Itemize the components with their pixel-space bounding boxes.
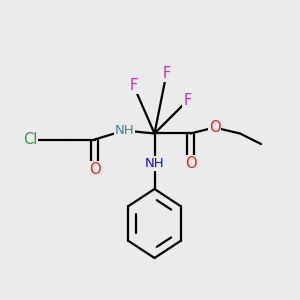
Text: NH: NH [145,157,164,170]
Text: Cl: Cl [23,132,37,147]
Text: O: O [209,120,220,135]
Text: O: O [185,156,196,171]
Text: F: F [183,93,192,108]
Text: O: O [89,162,100,177]
Text: NH: NH [115,124,134,137]
Text: F: F [129,78,138,93]
Text: F: F [162,66,171,81]
